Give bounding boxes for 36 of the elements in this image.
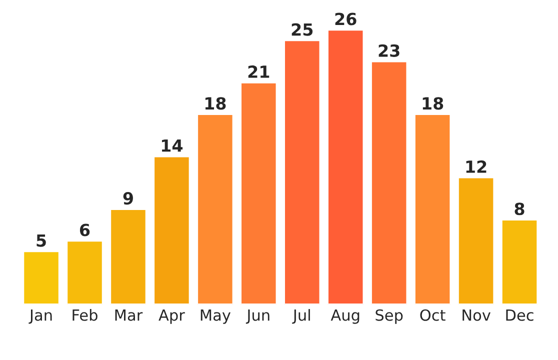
bar bbox=[196, 114, 234, 304]
x-tick-label: Jul bbox=[292, 309, 310, 324]
data-label: 14 bbox=[162, 140, 183, 152]
x-tick-label: Mar bbox=[115, 310, 143, 321]
data-label: 23 bbox=[378, 44, 400, 57]
x-tick-label: Sep bbox=[376, 309, 403, 324]
x-tick-label: Dec bbox=[506, 310, 534, 321]
data-label: 5 bbox=[36, 234, 46, 247]
x-tick-label: Oct bbox=[420, 309, 446, 321]
bar bbox=[153, 156, 190, 304]
bar bbox=[110, 208, 147, 304]
bar bbox=[240, 82, 278, 304]
x-tick-label: Nov bbox=[462, 310, 490, 321]
bar bbox=[458, 176, 495, 304]
bar bbox=[327, 29, 364, 304]
data-label: 25 bbox=[292, 23, 313, 36]
bar bbox=[370, 60, 408, 304]
data-label: 18 bbox=[205, 97, 226, 110]
data-label: 8 bbox=[514, 202, 524, 216]
bar bbox=[414, 114, 452, 304]
data-label: 6 bbox=[80, 224, 90, 236]
bar bbox=[284, 40, 321, 304]
data-label: 18 bbox=[422, 97, 444, 110]
x-tick-label: Jan bbox=[28, 310, 52, 324]
data-label: 21 bbox=[248, 65, 270, 78]
bar bbox=[22, 250, 60, 304]
bar bbox=[501, 219, 538, 304]
data-label: 9 bbox=[123, 192, 133, 205]
data-label: 12 bbox=[466, 160, 486, 173]
x-tick-label: Apr bbox=[158, 310, 185, 324]
x-tick-label: May bbox=[200, 310, 231, 324]
x-tick-label: Aug bbox=[330, 310, 360, 324]
data-label: 26 bbox=[335, 12, 356, 26]
x-tick-label: Jun bbox=[246, 310, 270, 324]
bar bbox=[66, 240, 104, 304]
x-tick-label: Feb bbox=[72, 309, 98, 321]
